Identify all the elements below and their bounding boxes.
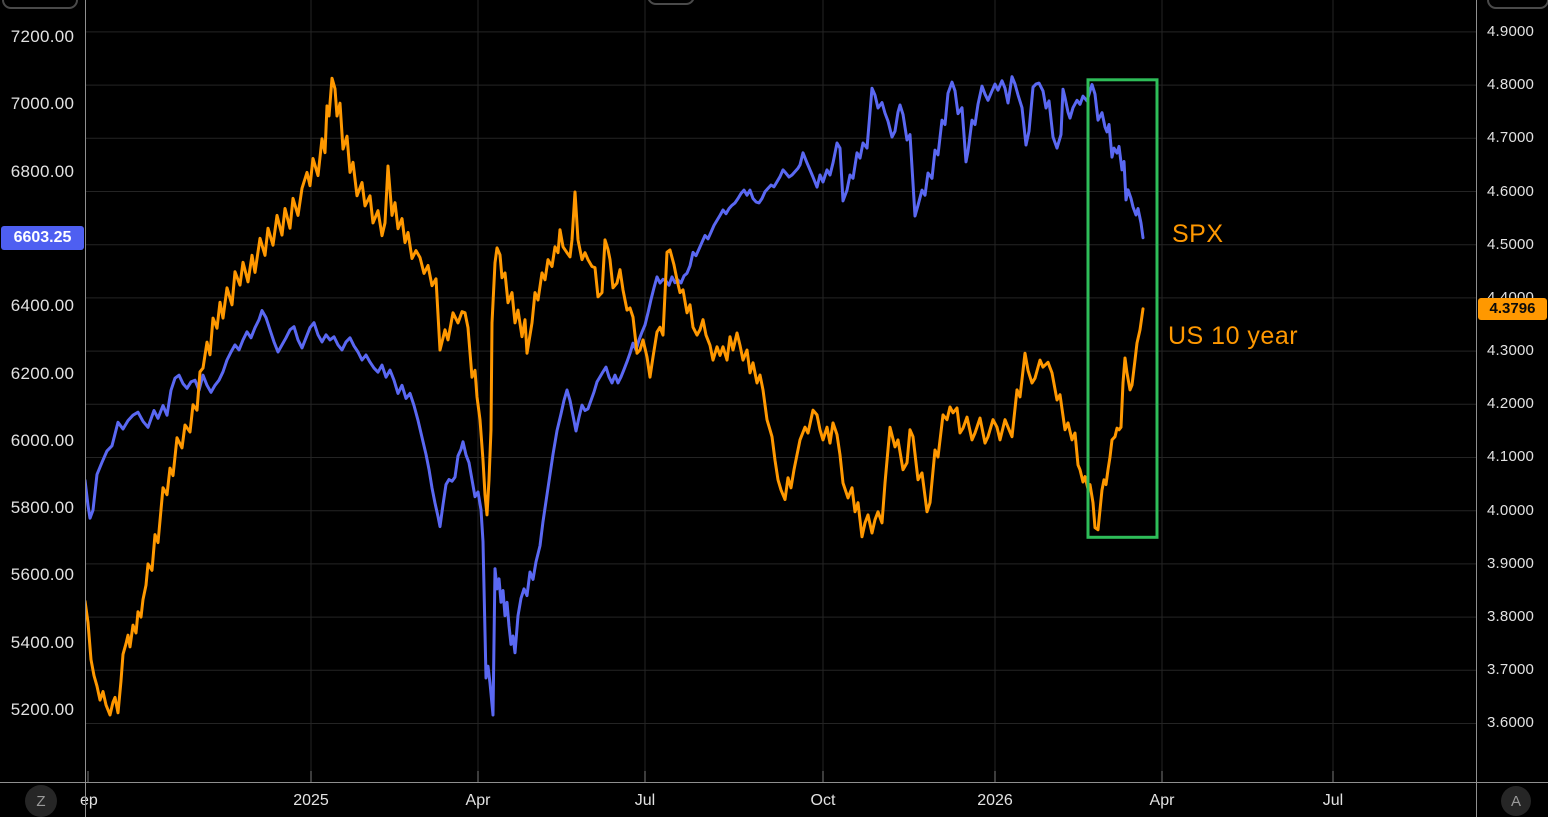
right-axis-tick: 4.8000: [1487, 76, 1535, 94]
time-axis-separator: [0, 782, 1548, 783]
left-axis-separator: [85, 0, 86, 817]
right-axis-tick: 3.9000: [1487, 554, 1535, 572]
a-button[interactable]: A: [1501, 786, 1531, 816]
series-line-spx: [85, 75, 1145, 717]
left-axis-tick: 7000.00: [10, 94, 75, 114]
right-axis-tick: 3.8000: [1487, 608, 1535, 626]
left-axis[interactable]: 6603.25 7200.00 7000.00 6800.00 6400.00 6200…: [0, 0, 85, 782]
left-axis-tick: 5600.00: [10, 565, 75, 585]
left-axis-tick: 7200.00: [10, 27, 75, 46]
clipped-ui-outline: [1487, 0, 1548, 9]
green-highlight-box[interactable]: [1086, 78, 1159, 539]
left-axis-tick: 5400.00: [10, 632, 75, 652]
right-axis-tick: 4.9000: [1487, 22, 1535, 40]
left-axis-tick: 6000.00: [10, 430, 75, 450]
right-axis-separator: [1476, 0, 1477, 817]
right-axis-tick: 4.3000: [1487, 342, 1535, 360]
us10y-price-label: 4.3796: [1478, 297, 1547, 320]
us10y-series-label[interactable]: US 10 year: [1168, 322, 1299, 350]
chart-canvas[interactable]: [85, 0, 1476, 782]
time-axis-label: Apr: [1149, 792, 1175, 809]
time-axis-label: ep: [80, 792, 98, 809]
time-axis-label: 2025: [293, 792, 329, 809]
right-axis-tick: 4.1000: [1487, 448, 1535, 466]
time-axis-label: Jul: [634, 792, 656, 809]
right-axis-tick: 4.5000: [1487, 235, 1535, 253]
clipped-ui-outline: [2, 0, 78, 9]
left-axis-tick: 5200.00: [10, 699, 75, 719]
right-axis-tick: 4.0000: [1487, 501, 1535, 519]
plot-area[interactable]: SPX US 10 year: [85, 0, 1476, 782]
left-axis-tick: 5800.00: [10, 498, 75, 518]
spx-price-label: 6603.25: [1, 225, 84, 250]
time-axis-label: Apr: [465, 792, 491, 809]
right-axis-tick: 4.6000: [1487, 182, 1535, 200]
left-axis-tick: 6200.00: [10, 363, 75, 383]
left-axis-tick: 6400.00: [10, 296, 75, 316]
right-axis-tick: 4.2000: [1487, 395, 1535, 413]
right-axis-tick: 4.7000: [1487, 129, 1535, 147]
time-axis[interactable]: Z A ep 2025 Apr Jul Oct 2026 Apr Jul: [0, 783, 1548, 817]
spx-series-label[interactable]: SPX: [1172, 220, 1224, 248]
series-line-us-10-year: [85, 76, 1145, 717]
right-axis-tick: 3.6000: [1487, 714, 1535, 732]
right-axis-tick: 3.7000: [1487, 661, 1535, 679]
right-axis[interactable]: 4.3796 4.90004.80004.70004.60004.50004.4…: [1477, 0, 1548, 782]
clipped-ui-outline: [647, 0, 695, 5]
time-axis-label: Jul: [1322, 792, 1344, 809]
left-axis-tick: 6800.00: [10, 161, 75, 181]
time-axis-label: 2026: [977, 792, 1013, 809]
z-button[interactable]: Z: [25, 785, 57, 817]
time-axis-label: Oct: [810, 792, 836, 809]
